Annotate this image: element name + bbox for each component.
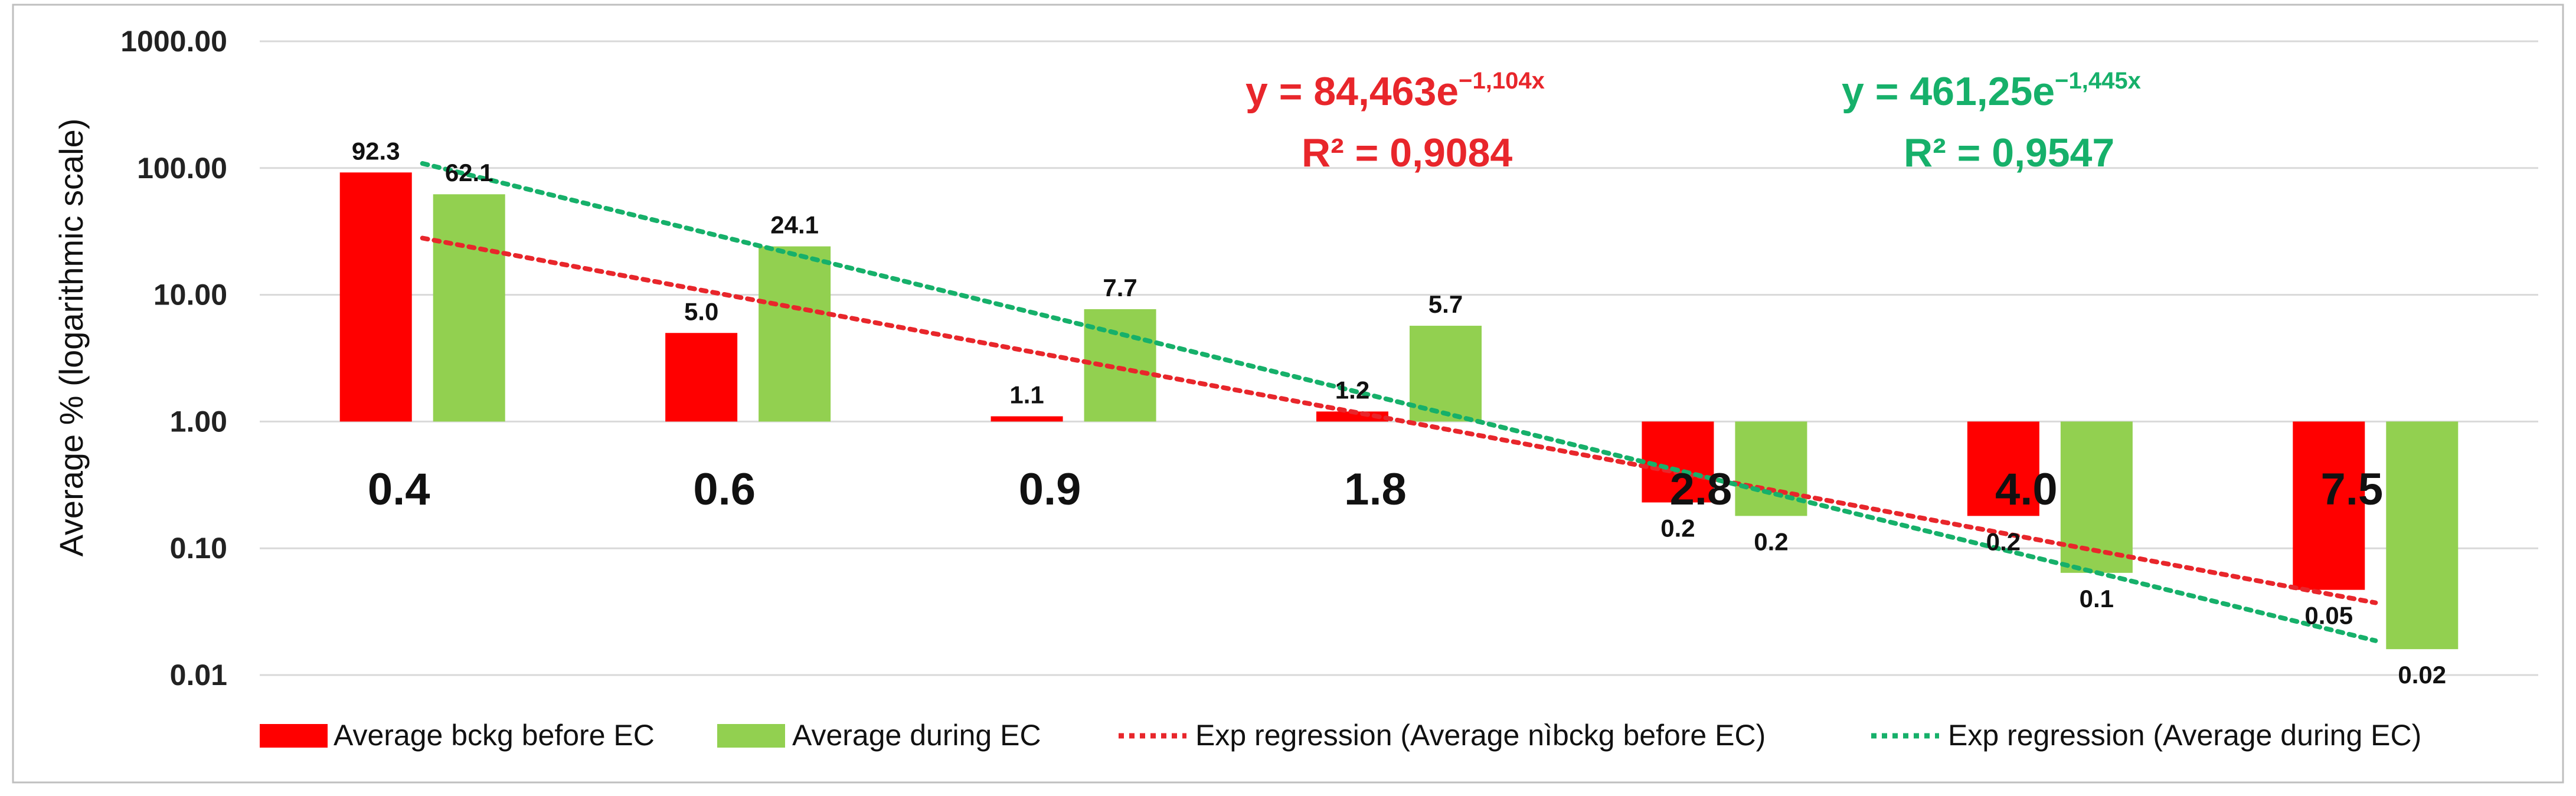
trendlines [420,161,2378,643]
trend-before-eq-main: y = 84,463e [1245,69,1459,114]
data-label-during: 0.1 [2080,585,2114,612]
y-tick-label: 0.10 [170,532,227,565]
legend-label-before: Average bckg before EC [334,719,655,752]
y-axis-title: Average % (logarithmic scale) [53,119,90,557]
y-tick-label: 0.01 [170,659,227,692]
legend-swatch-during [717,724,785,748]
bar-during [433,194,505,422]
trend-during-eq-exponent: −1,445x [2055,68,2141,94]
bar-before [2293,421,2365,590]
data-label-during: 5.7 [1428,290,1463,318]
trendline-during [420,161,2378,643]
data-label-before: 1.1 [1009,381,1044,409]
category-label: 7.5 [2320,464,2383,515]
data-label-before: 92.3 [352,137,400,165]
legend-label-trend-during: Exp regression (Average during EC) [1948,719,2421,752]
y-tick-label: 100.00 [137,152,227,185]
legend: Average bckg before EC Average during EC… [260,719,2421,752]
data-label-before: 1.2 [1335,376,1369,404]
category-label: 4.0 [1995,464,2058,515]
bar-during [1735,421,1807,516]
bar-before [665,333,738,422]
bar-before [339,172,412,422]
legend-label-trend-before: Exp regression (Average nìbckg before EC… [1195,719,1766,752]
legend-swatch-before [260,724,328,748]
category-label: 0.9 [1019,464,1081,515]
bar-during [759,246,831,422]
trend-during-r2: R² = 0,9547 [1904,130,2114,175]
bar-before [1316,411,1388,422]
y-tick-label: 1.00 [170,405,227,438]
gridlines [260,40,2538,676]
trend-during-equation: y = 461,25e−1,445x [1842,68,2141,114]
data-label-during: 24.1 [770,211,819,239]
bars [339,172,2459,650]
category-label: 1.8 [1344,464,1407,515]
bar-during [2386,421,2459,650]
category-label: 2.8 [1670,464,1732,515]
y-axis-ticks: 1000.00 100.00 10.00 1.00 0.10 0.01 [120,25,227,692]
data-label-during: 0.2 [1754,528,1788,555]
data-label-before: 0.2 [1660,515,1695,542]
category-label: 0.6 [693,464,756,515]
data-label-during: 0.02 [2398,661,2446,689]
data-label-before: 0.2 [1986,528,2021,555]
category-label: 0.4 [368,464,430,515]
data-label-during: 62.1 [445,159,493,186]
trend-before-equation: y = 84,463e−1,104x [1245,68,1545,114]
trend-during-eq-main: y = 461,25e [1842,69,2055,114]
legend-label-during: Average during EC [792,719,1041,752]
data-label-before: 0.05 [2304,602,2353,630]
category-labels: 0.4 0.6 0.9 1.8 2.8 4.0 7.5 [368,464,2383,515]
bar-before [1967,421,2039,516]
y-tick-label: 1000.00 [120,25,227,58]
trendline-before [420,235,2378,605]
trend-before-r2: R² = 0,9084 [1302,130,1512,175]
trend-before-eq-exponent: −1,104x [1459,68,1545,94]
data-label-before: 5.0 [684,297,718,325]
data-labels: 92.3 62.1 5.0 24.1 1.1 7.7 1.2 5.7 0.2 0.2 0.2 0.1 0… [352,137,2446,689]
data-label-during: 7.7 [1103,274,1137,302]
bar-before [990,416,1063,422]
y-tick-label: 10.00 [153,279,227,312]
